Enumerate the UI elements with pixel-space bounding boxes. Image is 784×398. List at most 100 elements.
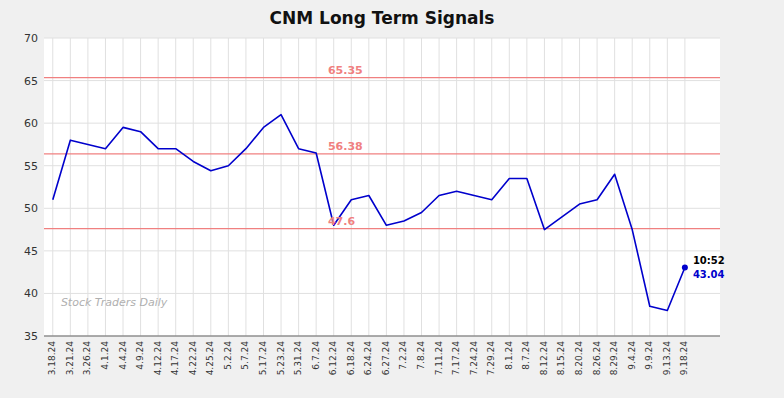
x-tick-label: 7.29.24 <box>486 341 496 376</box>
grid-line <box>509 38 510 336</box>
x-tick-label: 8.26.24 <box>592 341 602 376</box>
grid-line <box>140 38 141 336</box>
x-tick-label: 6.27.24 <box>381 341 391 376</box>
annotation-time: 10:52 <box>693 255 725 266</box>
grid-line <box>684 38 685 336</box>
grid-line <box>614 38 615 336</box>
grid-line <box>87 38 88 336</box>
x-tick-label: 6.7.24 <box>311 341 321 370</box>
reference-line <box>44 77 720 78</box>
x-tick-label: 3.18.24 <box>47 341 57 376</box>
grid-line <box>44 80 720 81</box>
data-line <box>53 115 685 311</box>
grid-line <box>579 38 580 336</box>
plot-area <box>44 78 720 311</box>
x-tick-label: 5.17.24 <box>258 341 268 376</box>
grid-line <box>44 123 720 124</box>
x-tick-label: 4.22.24 <box>188 341 198 376</box>
y-tick-label: 45 <box>24 245 38 258</box>
x-tick-label: 7.2.24 <box>398 341 408 370</box>
y-tick-label: 65 <box>24 75 38 88</box>
grid-line <box>386 38 387 336</box>
x-tick-label: 6.18.24 <box>346 341 356 376</box>
grid-line <box>526 38 527 336</box>
grid <box>44 38 720 336</box>
grid-line <box>474 38 475 336</box>
grid-line <box>158 38 159 336</box>
grid-line <box>316 38 317 336</box>
grid-line <box>667 38 668 336</box>
x-tick-label: 4.17.24 <box>170 341 180 376</box>
x-tick-label: 5.31.24 <box>293 341 303 376</box>
y-tick-label: 40 <box>24 287 38 300</box>
grid-line <box>561 38 562 336</box>
x-tick-label: 5.23.24 <box>276 341 286 376</box>
grid-line <box>70 38 71 336</box>
grid-line <box>44 165 720 166</box>
x-tick-label: 7.24.24 <box>469 341 479 376</box>
x-tick-label: 7.17.24 <box>451 341 461 376</box>
x-tick-label: 4.9.24 <box>135 341 145 370</box>
grid-line <box>597 38 598 336</box>
x-tick-label: 7.11.24 <box>434 341 444 376</box>
reference-line <box>44 153 720 154</box>
grid-line <box>403 38 404 336</box>
grid-line <box>193 38 194 336</box>
annotation-price: 43.04 <box>693 269 725 280</box>
x-tick-label: 5.2.24 <box>223 341 233 370</box>
x-tick-label: 6.24.24 <box>363 341 373 376</box>
grid-line <box>333 38 334 336</box>
grid-line <box>44 250 720 251</box>
grid-line <box>44 208 720 209</box>
grid-line <box>351 38 352 336</box>
grid-line <box>175 38 176 336</box>
grid-line <box>44 38 720 39</box>
grid-line <box>649 38 650 336</box>
grid-line <box>544 38 545 336</box>
grid-line <box>298 38 299 336</box>
grid-line <box>52 38 53 336</box>
y-tick-label: 50 <box>24 202 38 215</box>
grid-line <box>105 38 106 336</box>
grid-line <box>421 38 422 336</box>
grid-line <box>228 38 229 336</box>
x-tick-label: 8.20.24 <box>574 341 584 376</box>
grid-line <box>632 38 633 336</box>
chart: 35404550556065703.18.243.21.243.26.244.1… <box>0 0 784 398</box>
x-tick-label: 8.29.24 <box>609 341 619 376</box>
x-tick-label: 8.7.24 <box>521 341 531 370</box>
x-tick-label: 3.21.24 <box>65 341 75 376</box>
x-tick-label: 3.26.24 <box>82 341 92 376</box>
x-tick-label: 8.1.24 <box>504 341 514 370</box>
plot-background <box>44 38 720 336</box>
grid-line <box>263 38 264 336</box>
x-tick-label: 4.12.24 <box>153 341 163 376</box>
grid-line <box>439 38 440 336</box>
x-tick-label: 8.12.24 <box>539 341 549 376</box>
x-axis-line <box>44 336 720 337</box>
grid-line <box>44 336 720 337</box>
grid-line <box>123 38 124 336</box>
reference-line-label: 56.38 <box>328 140 363 153</box>
x-tick-label: 8.15.24 <box>556 341 566 376</box>
grid-line <box>368 38 369 336</box>
y-tick-label: 55 <box>24 160 38 173</box>
grid-line <box>44 293 720 294</box>
reference-line-label: 47.6 <box>328 215 355 228</box>
x-tick-label: 6.12.24 <box>328 341 338 376</box>
x-tick-label: 9.4.24 <box>627 341 637 370</box>
reference-line <box>44 228 720 229</box>
grid-line <box>281 38 282 336</box>
grid-line <box>245 38 246 336</box>
x-tick-label: 7.8.24 <box>416 341 426 370</box>
reference-line-label: 65.35 <box>328 64 363 77</box>
y-tick-label: 60 <box>24 117 38 130</box>
grid-line <box>491 38 492 336</box>
title: CNM Long Term Signals <box>270 8 495 28</box>
x-tick-label: 9.13.24 <box>662 341 672 376</box>
grid-line <box>456 38 457 336</box>
x-tick-label: 4.1.24 <box>100 341 110 370</box>
y-tick-label: 70 <box>24 32 38 45</box>
x-tick-label: 5.7.24 <box>240 341 250 370</box>
grid-line <box>210 38 211 336</box>
